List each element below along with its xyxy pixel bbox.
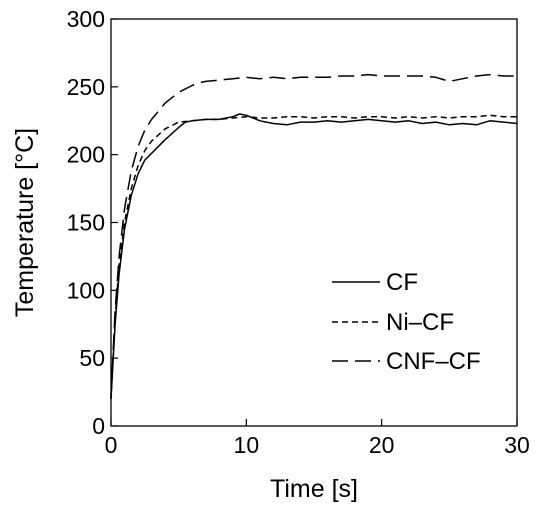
- y-tick-label: 100: [67, 277, 105, 303]
- y-tick-label: 0: [92, 413, 105, 439]
- legend: CF Ni–CF CNF–CF: [332, 269, 481, 375]
- y-tick-label: 150: [67, 210, 105, 236]
- x-tick-label: 10: [234, 432, 260, 458]
- y-tick-label: 200: [67, 142, 105, 168]
- y-axis-title: Temperature [°C]: [11, 128, 39, 317]
- x-tick-label: 30: [504, 432, 530, 458]
- series-line: [110, 113, 518, 399]
- series-lines: [110, 73, 518, 399]
- series-line: [110, 73, 517, 397]
- series-line: [110, 114, 517, 399]
- legend-label: CNF–CF: [386, 348, 481, 375]
- x-tick-label: 0: [105, 432, 118, 458]
- x-tick-label: 20: [369, 432, 395, 458]
- legend-label: Ni–CF: [386, 309, 454, 336]
- y-tick-label: 250: [67, 74, 105, 100]
- y-tick-label: 300: [67, 6, 105, 32]
- legend-label: CF: [386, 269, 418, 296]
- y-tick-label: 50: [79, 345, 105, 371]
- y-axis-ticks: 0 50 100 150 200 250 300: [67, 6, 118, 439]
- x-axis-ticks: 0 10 20 30: [105, 419, 530, 458]
- x-axis-title: Time [s]: [270, 475, 358, 503]
